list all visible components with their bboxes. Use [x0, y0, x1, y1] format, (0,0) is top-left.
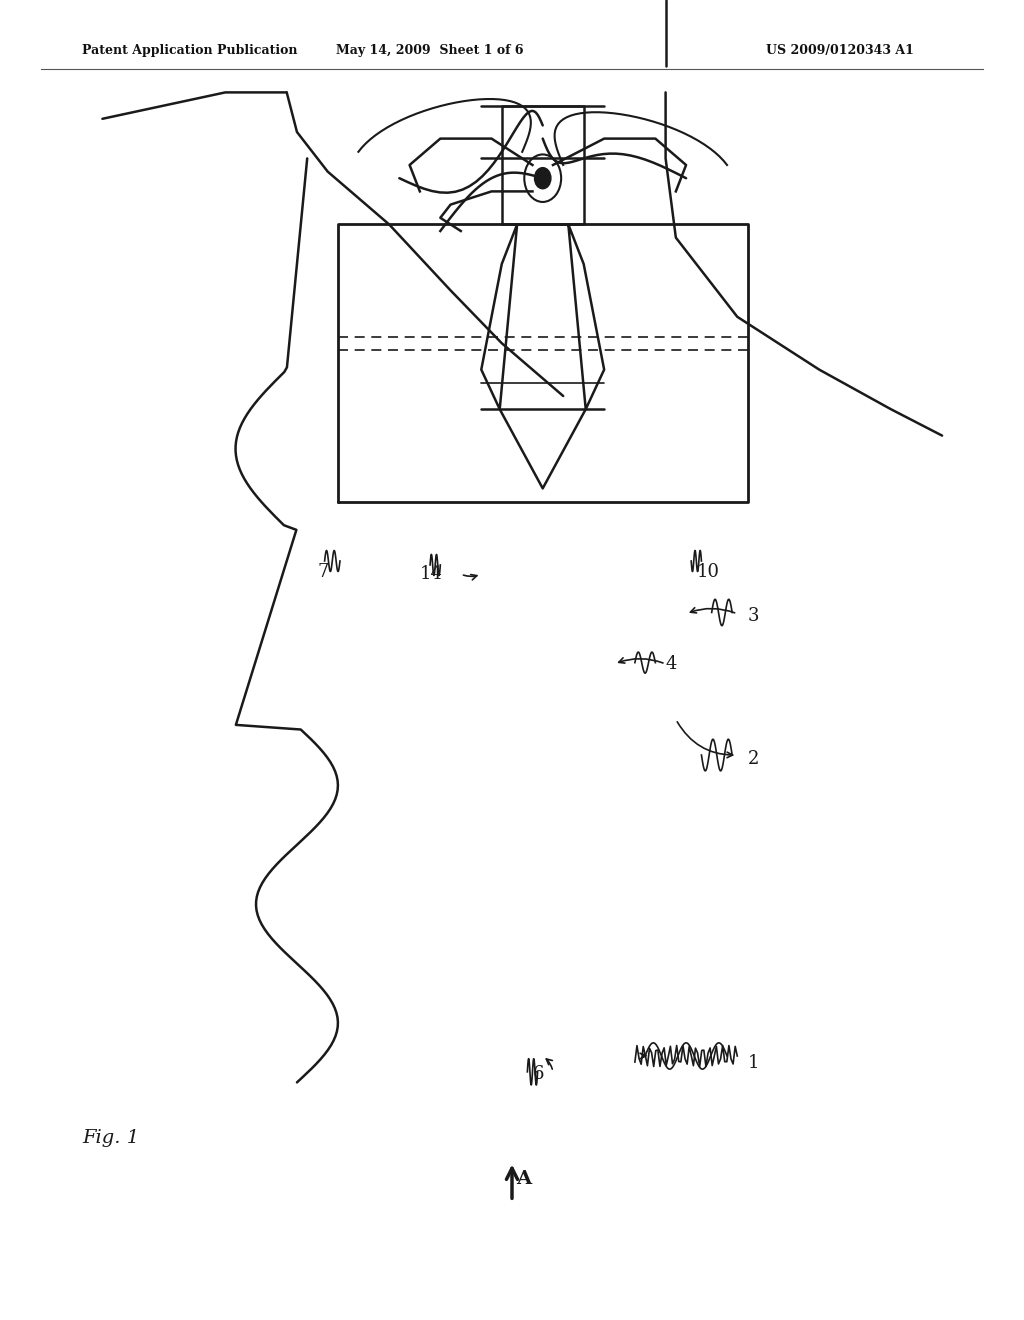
Text: 14: 14	[420, 565, 442, 583]
Text: A: A	[516, 1170, 531, 1188]
Text: May 14, 2009  Sheet 1 of 6: May 14, 2009 Sheet 1 of 6	[336, 44, 524, 57]
Text: 4: 4	[666, 655, 677, 673]
Text: Fig. 1: Fig. 1	[82, 1129, 139, 1147]
Text: 6: 6	[532, 1065, 544, 1084]
Text: 7: 7	[317, 562, 329, 581]
Circle shape	[535, 168, 551, 189]
Text: 1: 1	[748, 1053, 759, 1072]
Text: 3: 3	[748, 607, 759, 626]
Text: 2: 2	[748, 750, 759, 768]
Text: Patent Application Publication: Patent Application Publication	[82, 44, 297, 57]
Text: US 2009/0120343 A1: US 2009/0120343 A1	[766, 44, 913, 57]
Text: 10: 10	[696, 562, 719, 581]
